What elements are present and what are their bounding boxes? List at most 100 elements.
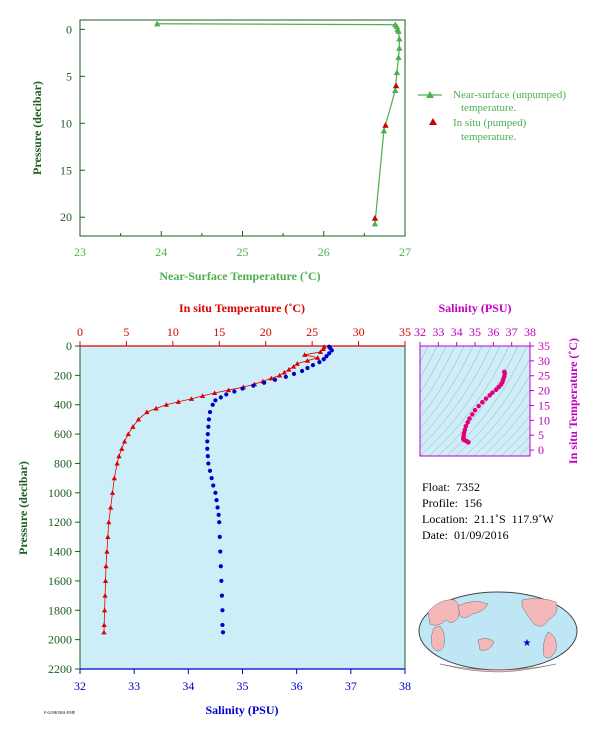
salinity-point [220, 630, 226, 635]
temperature-tick-label: 35 [399, 325, 411, 339]
salinity-point [216, 512, 221, 517]
legend-marker-in-situ [429, 118, 437, 125]
salinity-tick-label: 36 [291, 679, 303, 693]
pressure-tick-label: 800 [54, 456, 72, 470]
profile-value: 156 [464, 496, 482, 510]
density-contour [482, 402, 530, 456]
temperature-point [175, 399, 182, 404]
float-info-row: Float: 7352 [422, 479, 554, 495]
density-contour [420, 346, 429, 363]
top-x-tick-label: 27 [399, 245, 411, 259]
legend-label-in-situ-1: In situ (pumped) [453, 117, 527, 129]
salinity-point [210, 402, 215, 407]
density-contour [509, 435, 530, 456]
temperature-point [153, 405, 159, 411]
density-contour [420, 346, 456, 407]
salinity-point [283, 374, 288, 379]
main-bottom-axis-label: Salinity (PSU) [205, 703, 278, 717]
salinity-point [206, 417, 212, 422]
salinity-point [218, 564, 223, 569]
top-y-tick-label: 15 [60, 163, 72, 177]
density-contour [464, 374, 530, 456]
pressure-tick-label: 1000 [48, 486, 72, 500]
density-contour [420, 346, 501, 456]
legend-label-in-situ-2: temperature. [461, 131, 517, 143]
temperature-point [125, 431, 131, 437]
top-x-axis-label: Near-Surface Temperature (˚C) [159, 269, 320, 283]
temperature-point [102, 592, 108, 598]
salinity-point [213, 490, 218, 495]
density-contour [473, 389, 530, 456]
density-contour [420, 346, 492, 448]
salinity-tick-label: 38 [399, 679, 411, 693]
temperature-point [105, 534, 111, 539]
ts-y-tick-label: 20 [538, 384, 550, 398]
ts-y-tick-label: 35 [538, 339, 550, 353]
top-y-axis-label: Pressure (decibar) [30, 81, 44, 175]
salinity-point [299, 368, 305, 374]
temperature-tick-label: 30 [353, 325, 365, 339]
salinity-point [291, 371, 297, 376]
land-antarctica [439, 663, 557, 673]
temperature-point [304, 358, 311, 363]
temperature-tick-label: 10 [167, 325, 179, 339]
ts-title: Salinity (PSU) [438, 301, 511, 315]
salinity-point [251, 383, 256, 388]
salinity-point [214, 498, 219, 503]
ts-point [493, 387, 499, 393]
temperature-point [102, 578, 109, 583]
top-y-tick-label: 0 [66, 22, 72, 36]
salinity-point [205, 454, 210, 459]
temperature-point [277, 372, 283, 378]
land-north-america [521, 598, 558, 627]
salinity-point [217, 534, 222, 539]
pressure-tick-label: 1400 [48, 545, 72, 559]
near-surface-point [395, 28, 402, 34]
density-contour [420, 346, 447, 394]
temperature-tick-label: 0 [77, 325, 83, 339]
near-surface-point [371, 220, 379, 227]
salinity-point [218, 395, 223, 400]
temperature-point [111, 475, 117, 481]
density-contour [420, 346, 483, 439]
temperature-point [114, 460, 120, 466]
in-situ-point [371, 214, 379, 221]
pressure-tick-label: 1200 [48, 515, 72, 529]
salinity-point [218, 549, 223, 554]
ts-y-tick-label: 5 [538, 428, 544, 442]
location-label: Location: [422, 512, 468, 526]
land-south-america [543, 631, 557, 659]
salinity-point [220, 608, 225, 613]
pressure-tick-label: 2200 [48, 662, 72, 676]
date-label: Date: [422, 528, 448, 542]
salinity-point [272, 377, 278, 382]
temperature-point [212, 390, 218, 396]
salinity-point [217, 520, 222, 525]
near-surface-point [393, 69, 401, 76]
temperature-point [119, 446, 125, 451]
temperature-point [294, 361, 300, 366]
float-value: 7352 [456, 480, 481, 494]
salinity-tick-label: 33 [128, 679, 140, 693]
temperature-tick-label: 5 [123, 325, 129, 339]
near-surface-point [392, 87, 399, 93]
ts-x-tick-label: 38 [524, 325, 536, 339]
ts-point [476, 403, 481, 409]
pressure-tick-label: 1600 [48, 574, 72, 588]
land-africa [431, 625, 445, 652]
ts-x-tick-label: 36 [487, 325, 499, 339]
temperature-point [286, 366, 292, 372]
salinity-point [219, 593, 225, 598]
salinity-point [207, 409, 213, 415]
density-contour [428, 346, 510, 456]
main-y-axis-label: Pressure (decibar) [16, 461, 30, 555]
main-profile-chart: 0 5 10 15 20 25 30 35 32 33 34 35 36 37 38 0 200 400 600 80… [16, 301, 411, 717]
salinity-point [215, 505, 220, 510]
ts-y-axis-label: In situ Temperature (˚C) [566, 338, 580, 464]
salinity-tick-label: 37 [345, 679, 357, 693]
salinity-point [209, 476, 214, 481]
temperature-point [121, 438, 128, 444]
in-situ-point [382, 121, 389, 128]
top-x-tick-label: 26 [318, 245, 330, 259]
